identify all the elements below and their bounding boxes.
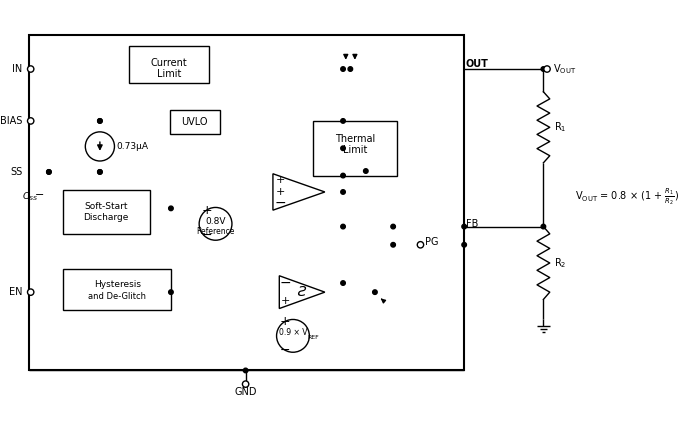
- Text: FB: FB: [466, 219, 478, 229]
- Bar: [313, 121, 397, 176]
- Text: +: +: [202, 204, 213, 217]
- Circle shape: [417, 242, 424, 248]
- Circle shape: [98, 170, 102, 174]
- Text: V$_\mathregular{OUT}$: V$_\mathregular{OUT}$: [552, 62, 576, 76]
- Text: +: +: [281, 296, 291, 306]
- Circle shape: [372, 290, 377, 294]
- Circle shape: [199, 207, 232, 240]
- Circle shape: [391, 243, 396, 247]
- Text: Limit: Limit: [343, 145, 367, 155]
- Bar: [129, 46, 209, 83]
- Circle shape: [341, 224, 346, 229]
- Circle shape: [85, 132, 115, 161]
- Text: EN: EN: [9, 287, 23, 297]
- Circle shape: [341, 146, 346, 151]
- Circle shape: [98, 170, 102, 174]
- Text: −: −: [274, 196, 286, 210]
- Circle shape: [348, 67, 352, 71]
- Text: +: +: [275, 187, 285, 197]
- Circle shape: [341, 190, 346, 194]
- Text: +: +: [280, 315, 290, 328]
- Text: 0.8V: 0.8V: [205, 217, 226, 226]
- Circle shape: [341, 173, 346, 178]
- Text: Ƨ: Ƨ: [297, 285, 306, 299]
- Circle shape: [27, 66, 34, 72]
- Text: SS: SS: [10, 167, 23, 177]
- Circle shape: [363, 169, 368, 173]
- Text: +: +: [275, 175, 285, 185]
- Text: −: −: [202, 229, 212, 242]
- Circle shape: [27, 118, 34, 124]
- Bar: [29, 35, 464, 371]
- Bar: [63, 190, 150, 234]
- Circle shape: [168, 290, 173, 294]
- Circle shape: [168, 206, 173, 211]
- Text: −: −: [35, 190, 45, 200]
- Circle shape: [47, 170, 51, 174]
- Circle shape: [544, 66, 550, 72]
- Text: Hysteresis: Hysteresis: [93, 280, 141, 289]
- Circle shape: [391, 224, 396, 229]
- Text: 0.9 × V: 0.9 × V: [279, 328, 307, 337]
- Circle shape: [98, 119, 102, 123]
- Circle shape: [462, 224, 466, 229]
- Text: BIAS: BIAS: [0, 116, 23, 126]
- Text: −: −: [280, 276, 291, 290]
- Circle shape: [27, 289, 34, 296]
- Text: GND: GND: [234, 387, 257, 397]
- Polygon shape: [280, 276, 325, 309]
- Text: OUT: OUT: [466, 59, 489, 70]
- Text: R$_2$: R$_2$: [554, 256, 567, 270]
- Circle shape: [462, 243, 466, 247]
- Bar: [63, 269, 171, 310]
- Circle shape: [243, 381, 249, 387]
- Circle shape: [541, 224, 545, 229]
- Circle shape: [277, 319, 309, 352]
- Text: R$_1$: R$_1$: [554, 120, 567, 134]
- Circle shape: [341, 119, 346, 123]
- Text: REF: REF: [308, 335, 319, 340]
- Bar: [170, 110, 220, 134]
- Text: Soft-Start: Soft-Start: [85, 202, 128, 211]
- Text: $C_{SS}$: $C_{SS}$: [22, 190, 38, 203]
- Circle shape: [47, 170, 51, 174]
- Text: Thermal: Thermal: [335, 134, 375, 144]
- Text: V$_\mathregular{OUT}$ = 0.8 × (1 + $\frac{R_1}{R_2}$): V$_\mathregular{OUT}$ = 0.8 × (1 + $\fra…: [575, 186, 679, 207]
- Text: Current: Current: [150, 58, 188, 68]
- Text: IN: IN: [12, 64, 23, 74]
- Circle shape: [243, 368, 248, 373]
- Text: PG: PG: [425, 237, 438, 247]
- Text: −: −: [280, 344, 290, 357]
- Circle shape: [98, 119, 102, 123]
- Circle shape: [341, 281, 346, 285]
- Text: 0.73μA: 0.73μA: [116, 142, 148, 151]
- Text: Discharge: Discharge: [84, 213, 129, 222]
- Text: and De-Glitch: and De-Glitch: [88, 292, 146, 301]
- Text: Reference: Reference: [196, 226, 235, 236]
- Polygon shape: [273, 174, 325, 210]
- Text: Limit: Limit: [157, 69, 181, 78]
- Circle shape: [341, 67, 346, 71]
- Text: UVLO: UVLO: [181, 117, 208, 127]
- Circle shape: [541, 67, 545, 71]
